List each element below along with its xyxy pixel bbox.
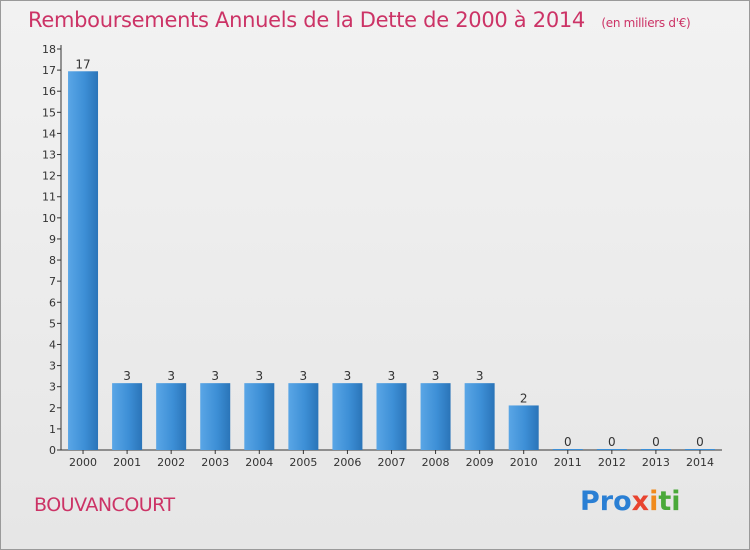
bar	[420, 383, 451, 450]
logo-part-4: ti	[658, 486, 681, 517]
x-tick-label: 2010	[510, 456, 538, 469]
x-tick-label: 2014	[686, 456, 714, 469]
logo-part-2: x	[631, 486, 650, 517]
data-label: 3	[344, 369, 352, 383]
data-label: 17	[75, 57, 90, 71]
bar	[68, 71, 99, 451]
data-label: 3	[123, 369, 131, 383]
bar	[244, 383, 275, 450]
x-tick-label: 2000	[69, 456, 97, 469]
data-label: 3	[167, 369, 175, 383]
x-tick-label: 2007	[378, 456, 406, 469]
x-tick-label: 2009	[466, 456, 494, 469]
bar	[376, 383, 407, 450]
x-tick-label: 2001	[113, 456, 141, 469]
data-label: 0	[564, 435, 572, 449]
bar	[200, 383, 231, 450]
y-tick-label: 10	[42, 212, 56, 225]
x-tick-label: 2005	[289, 456, 317, 469]
y-tick-label: 5	[49, 317, 56, 330]
data-label: 3	[255, 369, 263, 383]
bar	[288, 383, 319, 450]
y-tick-label: 1	[49, 423, 56, 436]
x-tick-label: 2012	[598, 456, 626, 469]
proxiti-logo: Proxiti	[580, 486, 681, 517]
x-tick-label: 2013	[642, 456, 670, 469]
data-label: 3	[388, 369, 396, 383]
bar	[684, 449, 715, 450]
bar	[332, 383, 363, 450]
data-label: 3	[432, 369, 440, 383]
data-label: 0	[696, 435, 704, 449]
x-tick-label: 2006	[333, 456, 361, 469]
y-tick-label: 13	[42, 149, 56, 162]
bar	[464, 383, 495, 450]
y-tick-label: 3	[49, 360, 56, 373]
bar	[640, 449, 671, 450]
y-tick-label: 4	[49, 338, 56, 351]
y-tick-label: 16	[42, 85, 56, 98]
bar	[112, 383, 143, 450]
logo-part-1: Pro	[580, 486, 632, 517]
x-tick-label: 2004	[245, 456, 273, 469]
chart-title: Remboursements Annuels de la Dette de 20…	[28, 8, 691, 32]
commune-name: BOUVANCOURT	[34, 494, 175, 516]
data-label: 0	[652, 435, 660, 449]
y-tick-label: 12	[42, 170, 56, 183]
title-text: Remboursements Annuels de la Dette de 20…	[28, 8, 585, 32]
data-label: 0	[608, 435, 616, 449]
y-tick-label: 14	[42, 127, 56, 140]
x-tick-label: 2003	[201, 456, 229, 469]
y-tick-label: 17	[42, 64, 56, 77]
y-tick-label: 2	[49, 402, 56, 415]
y-tick-label: 11	[42, 191, 56, 204]
data-label: 3	[300, 369, 308, 383]
bar	[508, 405, 539, 450]
bar	[552, 449, 583, 450]
data-label: 2	[520, 391, 528, 405]
y-tick-label: 6	[49, 296, 56, 309]
y-tick-label: 9	[49, 233, 56, 246]
bar	[156, 383, 187, 450]
y-tick-label: 7	[49, 275, 56, 288]
data-label: 3	[476, 369, 484, 383]
y-tick-label: 18	[42, 43, 56, 56]
unit-note: (en milliers d'€)	[601, 16, 691, 30]
y-tick-label: 3	[49, 381, 56, 394]
x-tick-label: 2011	[554, 456, 582, 469]
y-tick-label: 15	[42, 106, 56, 119]
y-tick-label: 0	[49, 444, 56, 457]
x-tick-label: 2008	[422, 456, 450, 469]
x-tick-label: 2002	[157, 456, 185, 469]
y-tick-label: 8	[49, 254, 56, 267]
logo-part-3: i	[649, 486, 659, 517]
bar	[596, 449, 627, 450]
data-label: 3	[211, 369, 219, 383]
